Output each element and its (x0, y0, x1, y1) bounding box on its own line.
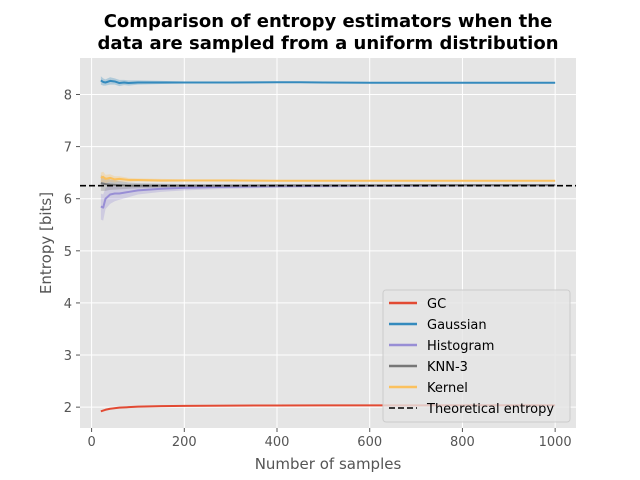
x-tick-label: 800 (450, 435, 475, 450)
legend-label: GC (427, 297, 446, 312)
y-tick-label: 8 (64, 88, 72, 103)
x-tick-label: 200 (172, 435, 197, 450)
x-tick-label: 1000 (539, 435, 572, 450)
band-histogram (100, 184, 556, 221)
legend: GC Gaussian Histogram KNN-3 Kernel Theoretica… (382, 289, 571, 423)
x-axis-label: Number of samples (255, 455, 402, 473)
legend-label: Theoretical entropy (426, 402, 554, 417)
legend-label: Kernel (427, 381, 468, 396)
legend-label: KNN-3 (427, 360, 468, 375)
y-tick-label: 3 (64, 349, 72, 364)
tick-labels: 0 200 400 600 800 1000 2 3 4 5 6 7 8 (64, 88, 572, 450)
y-tick-label: 7 (64, 141, 72, 156)
y-tick-label: 5 (64, 245, 72, 260)
y-tick-label: 4 (64, 297, 72, 312)
legend-label: Histogram (427, 339, 494, 354)
series-line-gaussian (100, 79, 556, 85)
chart-title-line-2: data are sampled from a uniform distribu… (97, 33, 558, 54)
x-tick-label: 0 (87, 435, 95, 450)
x-tick-label: 400 (265, 435, 290, 450)
legend-box (382, 289, 571, 423)
y-tick-label: 2 (64, 401, 72, 416)
y-tick-label: 6 (64, 193, 72, 208)
series-line-kernel (100, 175, 556, 182)
chart-title-line-1: Comparison of entropy estimators when th… (104, 11, 553, 32)
x-tick-label: 600 (357, 435, 382, 450)
legend-label: Gaussian (427, 318, 487, 333)
y-axis-label: Entropy [bits] (37, 192, 55, 294)
